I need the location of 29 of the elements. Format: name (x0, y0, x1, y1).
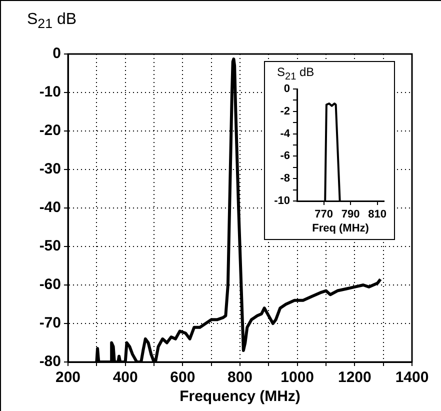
x-tick-label: 200 (55, 369, 81, 386)
x-tick-label: 790 (341, 208, 360, 221)
x-tick-label: 600 (170, 369, 196, 386)
y-tick-label: -40 (39, 199, 61, 216)
y-tick-label: -10 (39, 84, 61, 101)
x-axis-title: Freq (MHz) (312, 222, 370, 234)
y-tick-label: 0 (52, 45, 61, 62)
y-axis-title: S$_{21}$ dB (277, 65, 314, 82)
x-tick-label: 800 (227, 369, 253, 386)
y-tick-label: -80 (39, 353, 61, 370)
y-tick-label: -60 (39, 276, 61, 294)
y-tick-label: -10 (274, 195, 290, 208)
x-tick-label: 770 (314, 208, 333, 221)
x-tick-label: 1200 (338, 369, 372, 386)
y-tick-label: 0 (284, 83, 290, 96)
x-tick-label: 1000 (280, 369, 314, 386)
y-tick-label: -30 (39, 160, 61, 178)
y-tick-label: -2 (280, 105, 290, 118)
y-tick-label: -20 (39, 122, 61, 140)
y-tick-label: -6 (280, 150, 290, 162)
y-axis-title: S$_{21}$ dB (27, 11, 77, 32)
x-axis-title: Frequency (MHz) (180, 388, 300, 406)
x-tick-label: 400 (112, 369, 138, 386)
y-tick-label: -70 (39, 314, 61, 332)
y-tick-label: -4 (280, 128, 291, 140)
x-tick-label: 810 (368, 208, 386, 221)
x-tick-label: 1400 (395, 369, 429, 386)
y-tick-label: -50 (39, 238, 61, 255)
y-tick-label: -8 (280, 172, 290, 185)
